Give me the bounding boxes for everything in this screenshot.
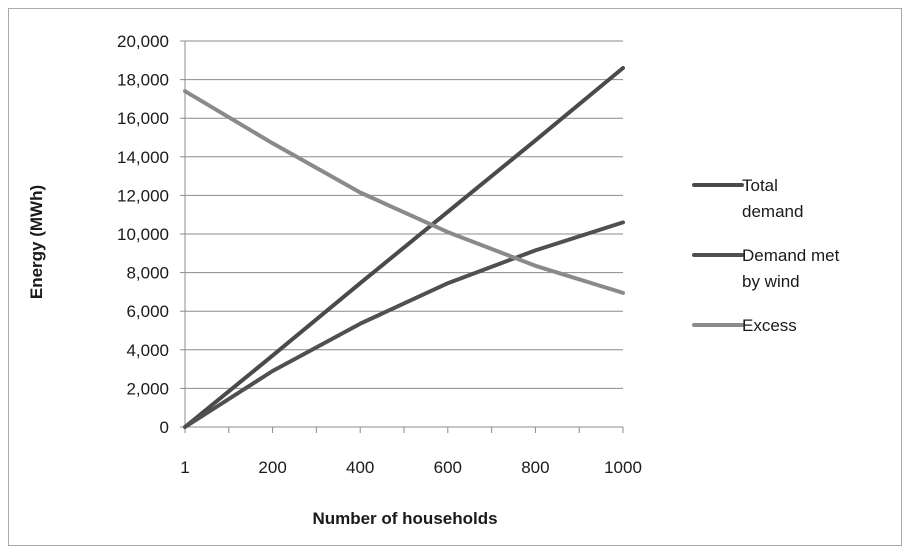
series-line-3: [183, 89, 625, 295]
chart-svg: 0 2,000 4,000 6,000 8,000 10,000 12,000 14,000 1…: [27, 32, 840, 528]
series-lines: [183, 66, 625, 429]
chart-frame: 0 2,000 4,000 6,000 8,000 10,000 12,000 14,000 1…: [8, 8, 902, 546]
y-tick-label: 12,000: [117, 186, 169, 205]
x-tick-label: 1: [180, 458, 189, 477]
y-tick-label: 8,000: [126, 264, 169, 283]
y-tick-label: 16,000: [117, 109, 169, 128]
legend-label: Excess: [742, 316, 797, 335]
legend-label: by wind: [742, 272, 800, 291]
y-axis-title: Energy (MWh): [27, 185, 46, 299]
gridlines: [185, 40, 623, 389]
legend-item-3: Excess: [692, 316, 797, 335]
y-tick-label: 18,000: [117, 71, 169, 90]
legend-label: Demand met: [742, 246, 840, 265]
y-tick-label: 2,000: [126, 379, 169, 398]
x-tick-label: 600: [434, 458, 462, 477]
y-tick-label: 6,000: [126, 302, 169, 321]
series-line-2: [183, 220, 625, 429]
legend-label: demand: [742, 202, 803, 221]
y-tick-label: 10,000: [117, 225, 169, 244]
x-tick-label: 200: [258, 458, 286, 477]
x-tick-labels: 1 200 400 600 800 1000: [180, 458, 642, 477]
axes: [180, 40, 624, 433]
legend-label: Total: [742, 176, 778, 195]
series-line-1: [183, 66, 625, 429]
legend-item-2: Demand met by wind: [692, 246, 840, 291]
y-tick-label: 4,000: [126, 341, 169, 360]
y-tick-labels: 0 2,000 4,000 6,000 8,000 10,000 12,000 14,000 1…: [117, 32, 169, 437]
legend: Total demand Demand met by wind Excess: [692, 176, 840, 335]
x-axis-title: Number of households: [312, 509, 497, 528]
y-tick-label: 20,000: [117, 32, 169, 51]
x-tick-label: 1000: [604, 458, 642, 477]
x-tick-label: 800: [521, 458, 549, 477]
y-tick-label: 0: [160, 418, 169, 437]
y-tick-label: 14,000: [117, 148, 169, 167]
x-tick-label: 400: [346, 458, 374, 477]
legend-item-1: Total demand: [692, 176, 803, 221]
